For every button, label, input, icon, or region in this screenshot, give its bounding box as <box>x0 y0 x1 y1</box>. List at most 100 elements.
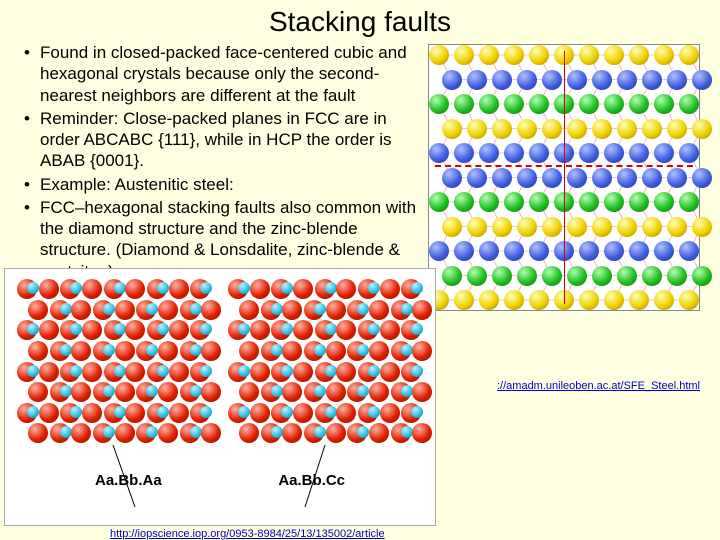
atom-cyan <box>271 426 283 438</box>
atom-cyan <box>314 303 326 315</box>
atom-red <box>125 362 145 382</box>
atom-cyan <box>157 282 169 294</box>
lattice-atom-y <box>454 290 474 310</box>
atom-cyan <box>60 385 72 397</box>
atom-red <box>250 279 270 299</box>
atom-cyan <box>314 344 326 356</box>
bullet-item: Example: Austenitic steel: <box>40 174 702 195</box>
atom-red <box>293 320 313 340</box>
atom-cyan <box>157 365 169 377</box>
atom-cyan <box>146 303 158 315</box>
atom-red <box>326 341 346 361</box>
source-link-right[interactable]: ://amadm.unileoben.ac.at/SFE_Steel.html <box>497 380 700 392</box>
atom-red <box>158 423 178 443</box>
atom-cyan <box>271 385 283 397</box>
atom-cyan <box>271 303 283 315</box>
atom-cyan <box>238 323 250 335</box>
lattice-atom-y <box>654 290 674 310</box>
atom-red <box>201 300 221 320</box>
atom-red <box>336 362 356 382</box>
atom-red <box>71 382 91 402</box>
atom-red <box>336 320 356 340</box>
atom-cyan <box>314 426 326 438</box>
atom-cyan <box>200 323 212 335</box>
atom-red <box>28 300 48 320</box>
atom-red <box>336 279 356 299</box>
atom-red <box>82 362 102 382</box>
atom-cyan <box>411 365 423 377</box>
right-panel <box>228 279 423 444</box>
atom-cyan <box>27 365 39 377</box>
atom-red <box>125 320 145 340</box>
atom-red <box>369 300 389 320</box>
atom-red <box>158 341 178 361</box>
left-panel <box>17 279 212 444</box>
atom-cyan <box>325 323 337 335</box>
atom-cyan <box>70 323 82 335</box>
atom-red <box>336 403 356 423</box>
atom-cyan <box>70 365 82 377</box>
atom-cyan <box>27 282 39 294</box>
atom-red <box>39 279 59 299</box>
atom-cyan <box>70 282 82 294</box>
atom-red <box>239 423 259 443</box>
atom-red <box>115 341 135 361</box>
atom-cyan <box>190 385 202 397</box>
lattice-atom-y <box>529 290 549 310</box>
atom-red <box>326 423 346 443</box>
atom-red <box>39 403 59 423</box>
atom-red <box>115 300 135 320</box>
atom-cyan <box>401 344 413 356</box>
atom-red <box>201 423 221 443</box>
atom-cyan <box>281 365 293 377</box>
atom-cyan <box>103 385 115 397</box>
atom-red <box>169 403 189 423</box>
atom-cyan <box>200 282 212 294</box>
atom-red <box>82 403 102 423</box>
bullet-list: Found in closed-packed face-centered cub… <box>18 42 702 282</box>
atom-red <box>250 320 270 340</box>
atom-cyan <box>60 303 72 315</box>
atom-cyan <box>27 323 39 335</box>
atom-cyan <box>200 406 212 418</box>
atom-cyan <box>411 323 423 335</box>
bullet-item: Reminder: Close-packed planes in FCC are… <box>40 108 702 172</box>
atom-red <box>28 382 48 402</box>
atom-cyan <box>70 406 82 418</box>
atom-cyan <box>401 303 413 315</box>
atom-red <box>82 279 102 299</box>
atom-cyan <box>368 282 380 294</box>
atom-cyan <box>60 426 72 438</box>
atom-cyan <box>190 344 202 356</box>
bullet-item: Found in closed-packed face-centered cub… <box>40 42 702 106</box>
atom-red <box>71 341 91 361</box>
atom-red <box>39 362 59 382</box>
atom-cyan <box>368 323 380 335</box>
atom-red <box>369 423 389 443</box>
lattice-atom-y <box>579 290 599 310</box>
lattice-atom-y <box>479 290 499 310</box>
atom-red <box>239 341 259 361</box>
atom-red <box>239 300 259 320</box>
atom-cyan <box>190 426 202 438</box>
source-link-bottom[interactable]: http://iopscience.iop.org/0953-8984/25/1… <box>110 528 385 540</box>
atom-cyan <box>60 344 72 356</box>
atom-cyan <box>281 406 293 418</box>
atom-red <box>380 362 400 382</box>
atom-red <box>412 382 432 402</box>
atom-cyan <box>325 406 337 418</box>
atom-cyan <box>281 323 293 335</box>
atom-red <box>282 300 302 320</box>
atom-red <box>293 279 313 299</box>
lattice-atom-y <box>629 290 649 310</box>
atom-cyan <box>368 365 380 377</box>
atom-red <box>293 362 313 382</box>
atom-cyan <box>401 426 413 438</box>
atom-cyan <box>27 406 39 418</box>
atom-red <box>369 341 389 361</box>
atom-red <box>28 341 48 361</box>
atom-cyan <box>190 303 202 315</box>
atom-red <box>71 423 91 443</box>
atom-red <box>380 279 400 299</box>
atom-red <box>169 279 189 299</box>
